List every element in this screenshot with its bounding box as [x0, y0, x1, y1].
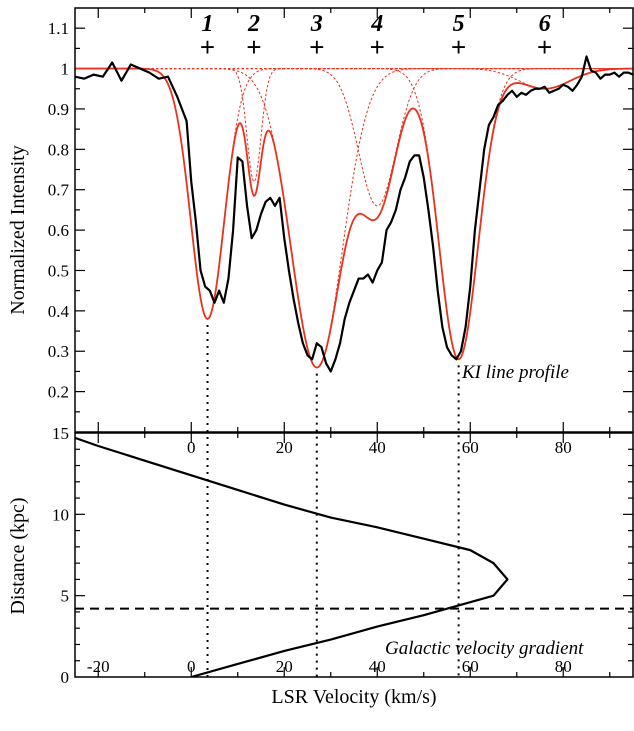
velocity-curve [75, 436, 509, 677]
y-tick-label: 15 [52, 424, 69, 443]
y-tick-label: 0.3 [48, 342, 69, 361]
x-tick-label: 40 [369, 657, 386, 676]
fit-curve [75, 67, 633, 369]
y-tick-label: 0 [61, 668, 70, 687]
y-tick-label: 0.7 [48, 181, 70, 200]
component-curve-1 [75, 68, 633, 320]
component-plus-marker: + [246, 32, 261, 62]
y-tick-label: 1 [61, 60, 70, 79]
component-curve-3 [75, 68, 633, 368]
x-tick-label: 80 [555, 438, 572, 457]
x-tick-label: 0 [187, 657, 196, 676]
y-tick-label: 0.4 [48, 302, 70, 321]
component-label: 6 [539, 11, 551, 37]
y-tick-label: 0.5 [48, 261, 69, 280]
distance-y-axis-title: Distance (kpc) [7, 497, 29, 614]
intensity-panel: 0.2 0.3 0.4 0.5 0.6 0.7 0.8 0.9 1 1.1 0 20 40 60 80 1… [7, 8, 633, 457]
gradient-annotation: Galactic velocity gradient [385, 638, 584, 659]
x-tick-label: 0 [187, 438, 196, 457]
component-plus-marker: + [309, 32, 324, 62]
x-tick-label: 40 [369, 438, 386, 457]
intensity-y-tick-labels: 0.2 0.3 0.4 0.5 0.6 0.7 0.8 0.9 1 1.1 [48, 19, 70, 401]
x-tick-label: 60 [462, 438, 479, 457]
y-tick-label: 0.8 [48, 140, 69, 159]
component-curve-2 [75, 68, 633, 183]
component-label: 4 [370, 11, 383, 37]
component-label: 2 [247, 11, 260, 37]
x-axis-title: LSR Velocity (km/s) [271, 686, 436, 708]
x-tick-label: 20 [276, 657, 293, 676]
component-plus-marker: + [200, 32, 215, 62]
component-plus-marker: + [451, 32, 466, 62]
y-tick-label: 0.6 [48, 221, 69, 240]
component-curve-5 [75, 68, 633, 360]
observed-profile-curve [75, 55, 633, 373]
x-tick-label: 80 [555, 657, 572, 676]
component-plus-marker: + [370, 32, 385, 62]
intensity-axis-ticks [75, 8, 633, 432]
y-tick-label: 5 [61, 587, 70, 606]
intensity-frame [74, 7, 634, 433]
component-markers: 1+2+3+4+5+6+ [200, 11, 552, 62]
y-tick-label: 1.1 [48, 19, 69, 38]
y-tick-label: 10 [52, 505, 69, 524]
x-tick-label: -20 [87, 657, 110, 676]
ki-profile-annotation: KI line profile [461, 362, 569, 383]
component-label: 1 [202, 11, 214, 37]
total-fit-curve [75, 67, 633, 369]
rotation-curve [75, 436, 509, 677]
component-label: 3 [310, 11, 323, 37]
component-connector-lines [206, 324, 460, 677]
x-tick-label: 20 [276, 438, 293, 457]
intensity-x-tick-labels: 0 20 40 60 80 [187, 438, 572, 457]
distance-panel: 0 5 10 15 -20 0 20 40 60 80 Galactic velocity gr… [7, 424, 633, 708]
distance-axis-ticks [75, 433, 633, 677]
observed-curve [75, 55, 633, 373]
component-plus-marker: + [537, 32, 552, 62]
distance-x-tick-labels: -20 0 20 40 60 80 [87, 657, 572, 676]
y-tick-label: 0.9 [48, 100, 69, 119]
x-tick-label: 60 [462, 657, 479, 676]
intensity-y-axis-title: Normalized Intensity [7, 145, 29, 314]
distance-frame [74, 432, 634, 678]
component-curve-4 [75, 68, 633, 207]
y-tick-label: 0.2 [48, 383, 69, 402]
distance-y-tick-labels: 0 5 10 15 [52, 424, 69, 687]
component-label: 5 [453, 11, 465, 37]
